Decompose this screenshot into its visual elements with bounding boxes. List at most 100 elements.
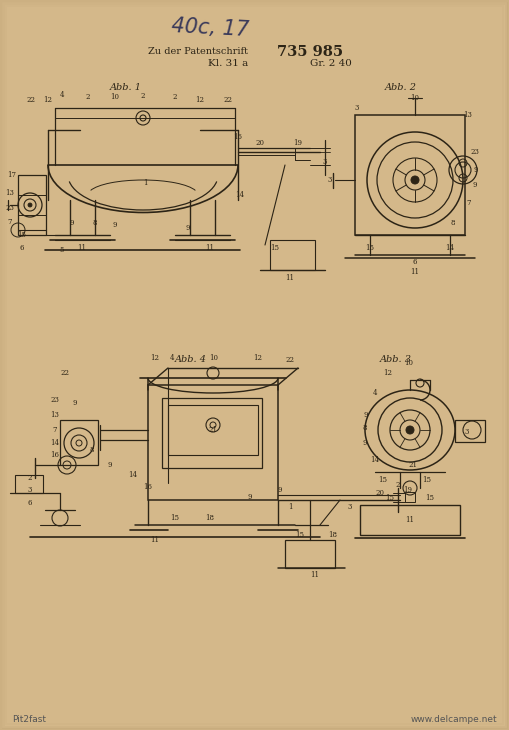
- Text: 12: 12: [43, 96, 52, 104]
- Text: 14: 14: [128, 471, 137, 479]
- Text: 21: 21: [409, 461, 417, 469]
- Bar: [15, 475, 43, 493]
- Text: 5: 5: [60, 246, 64, 254]
- Text: Abb. 4: Abb. 4: [175, 356, 207, 364]
- Text: 11: 11: [151, 536, 159, 544]
- Bar: [18, 175, 46, 235]
- Text: 2: 2: [396, 481, 400, 489]
- Text: 9: 9: [278, 486, 282, 494]
- Text: 9: 9: [363, 439, 367, 447]
- Text: 11: 11: [406, 516, 414, 524]
- Text: 20: 20: [256, 139, 265, 147]
- Text: 9: 9: [186, 224, 190, 232]
- Text: 8: 8: [363, 424, 367, 432]
- Text: 16: 16: [234, 133, 242, 141]
- Text: 14: 14: [371, 456, 380, 464]
- Text: 16: 16: [50, 451, 60, 459]
- Bar: [355, 115, 465, 235]
- Text: 2: 2: [173, 93, 177, 101]
- Text: Abb. 3: Abb. 3: [380, 356, 412, 364]
- Text: 9: 9: [473, 181, 477, 189]
- Text: 11: 11: [310, 571, 320, 579]
- Bar: [455, 420, 485, 442]
- Text: 11: 11: [206, 244, 214, 252]
- Text: 3: 3: [465, 428, 469, 436]
- Text: 8: 8: [90, 446, 94, 454]
- Bar: [168, 405, 258, 455]
- Bar: [270, 240, 315, 270]
- Text: 15: 15: [296, 531, 304, 539]
- Text: 15: 15: [365, 244, 375, 252]
- Text: 2: 2: [141, 92, 145, 100]
- Text: 7: 7: [467, 199, 471, 207]
- Text: 9: 9: [108, 461, 112, 469]
- Text: Abb. 1: Abb. 1: [110, 83, 142, 93]
- Text: 3: 3: [28, 486, 32, 494]
- Text: 20: 20: [376, 489, 384, 497]
- Text: 3: 3: [328, 176, 332, 184]
- Text: 9: 9: [70, 219, 74, 227]
- Circle shape: [28, 203, 32, 207]
- Bar: [360, 505, 460, 535]
- Text: 9: 9: [113, 221, 117, 229]
- Text: 19: 19: [404, 486, 412, 494]
- Text: 12: 12: [195, 96, 205, 104]
- Text: 15: 15: [422, 476, 432, 484]
- Text: 23: 23: [6, 204, 14, 212]
- Text: 18: 18: [206, 514, 214, 522]
- Text: 15: 15: [379, 476, 387, 484]
- Text: 9: 9: [248, 493, 252, 501]
- Text: 17: 17: [8, 171, 16, 179]
- Text: 12: 12: [253, 354, 263, 362]
- Text: 22: 22: [26, 96, 36, 104]
- Text: Gr. 2 40: Gr. 2 40: [310, 60, 352, 69]
- Text: 7: 7: [53, 426, 57, 434]
- Text: 9: 9: [364, 411, 368, 419]
- Text: 11: 11: [77, 244, 87, 252]
- Text: 11: 11: [286, 274, 295, 282]
- Text: 3: 3: [323, 158, 327, 166]
- Text: 15: 15: [426, 494, 435, 502]
- Text: 14: 14: [236, 191, 244, 199]
- Text: 4: 4: [169, 354, 174, 362]
- Text: 15: 15: [171, 514, 180, 522]
- Text: 8: 8: [93, 219, 97, 227]
- Text: 3: 3: [355, 104, 359, 112]
- Text: 23: 23: [50, 396, 60, 404]
- Text: 14: 14: [50, 439, 60, 447]
- Bar: [405, 492, 415, 502]
- Text: 21: 21: [209, 426, 217, 434]
- Text: 9: 9: [474, 166, 478, 174]
- Text: 19: 19: [294, 139, 302, 147]
- Circle shape: [406, 426, 414, 434]
- Text: 4: 4: [60, 91, 64, 99]
- Text: 3: 3: [348, 503, 352, 511]
- Text: Abb. 2: Abb. 2: [385, 83, 417, 93]
- Text: 11: 11: [410, 268, 419, 276]
- Text: 23: 23: [470, 148, 479, 156]
- Text: 9: 9: [73, 399, 77, 407]
- Text: 15: 15: [270, 244, 279, 252]
- Text: 8: 8: [451, 219, 455, 227]
- Text: 12: 12: [151, 354, 159, 362]
- Text: 15: 15: [17, 231, 26, 239]
- Text: 12: 12: [383, 369, 392, 377]
- Text: 16: 16: [144, 483, 153, 491]
- Text: 2: 2: [28, 474, 32, 482]
- Text: 22: 22: [223, 96, 233, 104]
- Text: 1: 1: [143, 179, 147, 187]
- Text: 735 985: 735 985: [277, 45, 343, 59]
- Bar: [60, 420, 98, 465]
- Text: 40c, 17: 40c, 17: [171, 16, 249, 40]
- Bar: [285, 540, 335, 568]
- Text: Pit2fast: Pit2fast: [12, 715, 46, 724]
- Text: www.delcampe.net: www.delcampe.net: [410, 715, 497, 724]
- Text: 7: 7: [8, 218, 12, 226]
- Bar: [162, 398, 262, 468]
- Text: 13: 13: [50, 411, 60, 419]
- Bar: [148, 385, 278, 500]
- Text: 22: 22: [61, 369, 70, 377]
- Text: 2: 2: [86, 93, 90, 101]
- Text: 4: 4: [373, 389, 377, 397]
- Text: 18: 18: [328, 531, 337, 539]
